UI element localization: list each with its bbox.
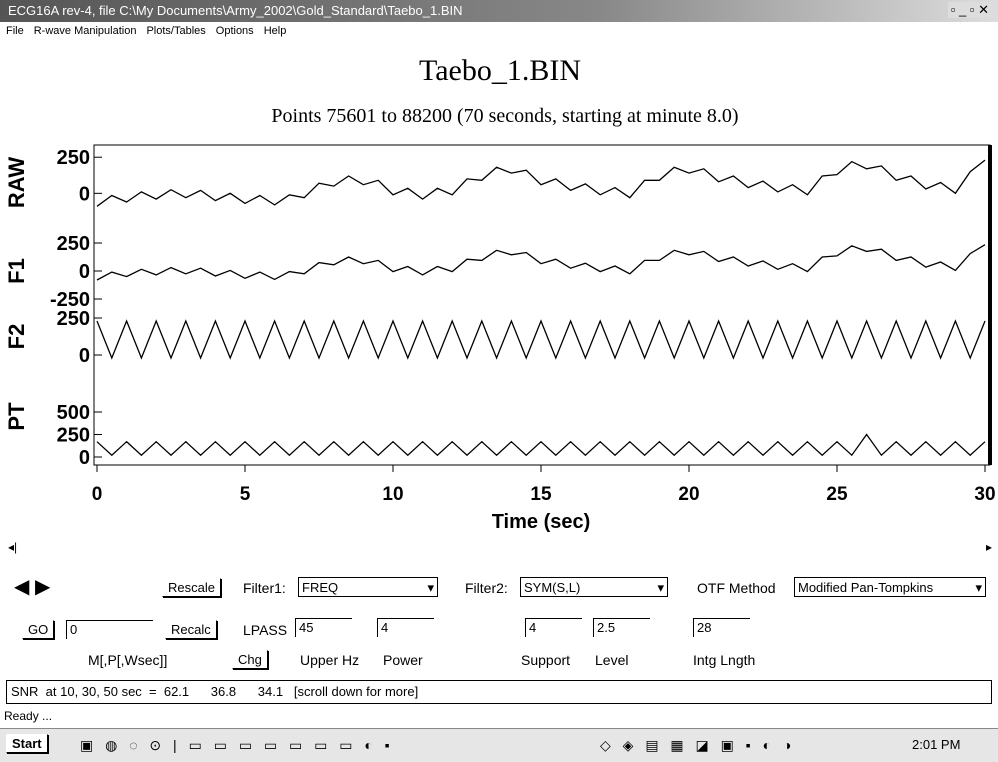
- panel-label: F2: [4, 324, 29, 350]
- label: M[,P[,Wsec]]: [88, 652, 167, 668]
- input[interactable]: 4: [377, 618, 434, 637]
- y-tick-label: 250: [57, 425, 90, 447]
- x-tick-label: 10: [382, 484, 403, 505]
- x-axis-label: Time (sec): [492, 511, 591, 533]
- x-tick-label: 20: [678, 484, 699, 505]
- status-bar: Ready ...: [4, 709, 52, 723]
- button[interactable]: Chg: [232, 650, 268, 669]
- trace: [97, 160, 985, 206]
- chart: Taebo_1.BIN Points 75601 to 88200 (70 se…: [0, 0, 998, 540]
- x-tick-label: 5: [240, 484, 251, 505]
- input[interactable]: 28: [693, 618, 750, 637]
- label: Power: [383, 652, 423, 668]
- chart-subtitle: Points 75601 to 88200 (70 seconds, start…: [271, 105, 738, 127]
- button[interactable]: GO: [22, 620, 54, 639]
- snr-box: SNR at 10, 30, 50 sec = 62.1 36.8 34.1 […: [6, 680, 992, 704]
- panel-label: RAW: [4, 157, 29, 209]
- tray-icons[interactable]: ◇ ◈ ▤ ▦ ◪ ▣ ▪ ◐ ◑: [600, 737, 795, 754]
- panel-label: F1: [4, 258, 29, 284]
- input[interactable]: 2.5: [593, 618, 650, 637]
- scroll-left[interactable]: ◂|: [8, 540, 17, 554]
- label: OTF Method: [697, 580, 776, 596]
- trace: [97, 245, 985, 280]
- label: Level: [595, 652, 628, 668]
- dropdown[interactable]: FREQ: [298, 577, 438, 597]
- app-window: ECG16A rev-4, file C:\My Documents\Army_…: [0, 0, 998, 761]
- label: Support: [521, 652, 570, 668]
- y-tick-label: 0: [79, 183, 90, 205]
- plot-frame: [94, 145, 990, 465]
- y-tick-label: 250: [57, 233, 90, 255]
- y-tick-label: 0: [79, 261, 90, 283]
- chart-title: Taebo_1.BIN: [419, 54, 581, 87]
- dropdown[interactable]: SYM(S,L): [520, 577, 668, 597]
- x-tick-label: 25: [826, 484, 848, 505]
- y-tick-label: 0: [79, 345, 90, 367]
- y-tick-label: 250: [57, 147, 90, 169]
- trace: [97, 321, 985, 358]
- x-tick-label: 0: [92, 484, 103, 505]
- label: Filter2:: [465, 580, 508, 596]
- prev-next[interactable]: ◀ ▶: [14, 574, 50, 599]
- x-tick-label: 15: [530, 484, 552, 505]
- taskbar: Start ▣ ◍ ◌ ⊙ | ▭ ▭ ▭ ▭ ▭ ▭ ▭ ◐ ▪ ◇ ◈ ▤ …: [0, 728, 998, 762]
- label: LPASS: [243, 622, 287, 638]
- dropdown[interactable]: Modified Pan-Tompkins: [794, 577, 986, 597]
- y-tick-label: 250: [57, 308, 90, 330]
- input[interactable]: 45: [295, 618, 352, 637]
- input[interactable]: 4: [525, 618, 582, 637]
- label: Intg Lngth: [693, 652, 755, 668]
- scroll-right[interactable]: ▸: [986, 540, 992, 554]
- input[interactable]: 0: [66, 620, 153, 639]
- clock: 2:01 PM: [912, 737, 960, 752]
- panel-label: PT: [4, 402, 29, 431]
- taskbar-icons[interactable]: ▣ ◍ ◌ ⊙ | ▭ ▭ ▭ ▭ ▭ ▭ ▭ ◐ ▪: [80, 737, 394, 754]
- trace: [97, 435, 985, 456]
- y-tick-label: 500: [57, 402, 90, 424]
- x-tick-label: 30: [974, 484, 995, 505]
- button[interactable]: Rescale: [162, 578, 221, 597]
- start-button[interactable]: Start: [6, 734, 48, 753]
- label: Filter1:: [243, 580, 286, 596]
- button[interactable]: Recalc: [165, 620, 217, 639]
- label: Upper Hz: [300, 652, 359, 668]
- y-tick-label: 0: [79, 447, 90, 469]
